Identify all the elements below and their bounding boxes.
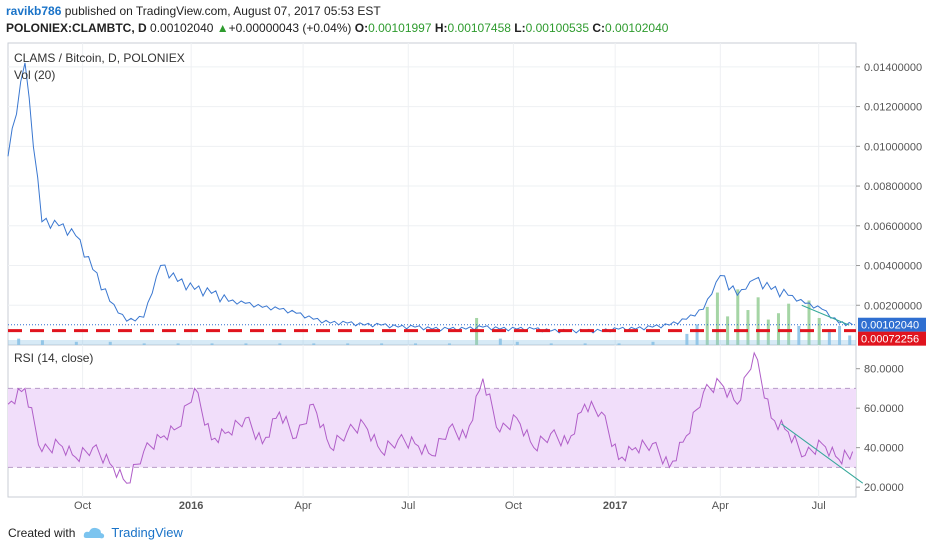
volume-bar xyxy=(176,343,180,345)
price-tick-label: 0.00200000 xyxy=(864,300,922,312)
time-tick-label: Oct xyxy=(505,500,522,512)
price-trend-line xyxy=(801,304,850,326)
volume-bar xyxy=(797,325,801,345)
volume-bar xyxy=(726,316,730,345)
volume-bar xyxy=(756,297,760,345)
footer: Created with TradingView xyxy=(8,525,183,540)
volume-bar xyxy=(414,343,418,345)
price-tick-label: 0.00600000 xyxy=(864,221,922,233)
time-tick-label: 2016 xyxy=(179,500,203,512)
volume-bar xyxy=(17,338,21,345)
price-line xyxy=(7,62,853,334)
volume-bar xyxy=(549,343,553,345)
price-tick-label: 0.00800000 xyxy=(864,181,922,193)
support-label-text: 0.00072256 xyxy=(861,334,919,346)
volume-bar xyxy=(515,341,519,345)
rsi-tick-label: 40.0000 xyxy=(864,443,904,455)
tradingview-cloud-icon xyxy=(84,527,105,538)
volume-bar xyxy=(583,343,587,345)
volume-bar xyxy=(108,341,112,345)
volume-bar xyxy=(685,333,689,345)
rsi-trend-line xyxy=(781,423,864,484)
volume-baseline xyxy=(8,340,856,345)
close-value: 0.00102040 xyxy=(605,21,669,35)
volume-bar xyxy=(498,338,502,345)
volume-bar xyxy=(651,341,655,345)
volume-bar xyxy=(705,306,709,345)
time-tick-label: Apr xyxy=(295,500,312,512)
volume-bar xyxy=(848,335,852,345)
rsi-band xyxy=(8,388,856,468)
volume-bar xyxy=(617,343,621,345)
created-with-text: Created with xyxy=(8,525,76,540)
open-label: O: xyxy=(354,21,369,35)
time-axis-ticks: Oct 2016 Apr Jul Oct 2017 Apr Jul xyxy=(74,500,826,512)
volume-bar xyxy=(447,343,451,345)
symbol-label: POLONIEX:CLAMBTC, D xyxy=(6,21,147,35)
volume-bar xyxy=(346,343,350,345)
price-tick-label: 0.00400000 xyxy=(864,261,922,273)
publish-info: ravikb786 published on TradingView.com, … xyxy=(6,4,381,18)
symbol-info-bar: POLONIEX:CLAMBTC, D 0.00102040 ▲+0.00000… xyxy=(6,21,668,35)
time-tick-label: 2017 xyxy=(603,500,627,512)
author-link[interactable]: ravikb786 xyxy=(6,4,62,18)
rsi-line xyxy=(7,351,854,484)
high-label: H: xyxy=(434,21,448,35)
low-value: 0.00100535 xyxy=(525,21,590,35)
close-label: C: xyxy=(592,21,606,35)
open-value: 0.00101997 xyxy=(368,21,432,35)
volume-bar xyxy=(74,341,78,345)
volume-bar xyxy=(817,317,821,345)
time-tick-label: Jul xyxy=(812,500,826,512)
volume-bar xyxy=(244,343,248,345)
last-price-label: 0.00102040 xyxy=(858,317,926,332)
rsi-title: RSI (14, close) xyxy=(14,351,93,365)
price-grid xyxy=(8,43,856,345)
volume-bar xyxy=(807,300,811,345)
rsi-tick-label: 60.0000 xyxy=(864,403,904,415)
volume-bar xyxy=(736,289,740,345)
volume-bar xyxy=(715,292,719,345)
price-tick-label: 0.01200000 xyxy=(864,102,922,114)
published-text: published on TradingView.com, August 07,… xyxy=(64,4,381,18)
support-price-label: 0.00072256 xyxy=(858,331,926,346)
rsi-band-group xyxy=(8,387,856,468)
volume-bar xyxy=(827,329,831,345)
price-value: 0.00102040 xyxy=(150,21,214,35)
time-tick-label: Oct xyxy=(74,500,91,512)
volume-bar xyxy=(380,343,384,345)
volume-label: Vol (20) xyxy=(14,68,55,82)
last-price-label-bg xyxy=(858,317,926,332)
volume-bar xyxy=(695,324,699,345)
price-tick-label: 0.01400000 xyxy=(864,62,922,74)
volume-bar xyxy=(278,343,282,345)
time-tick-label: Apr xyxy=(712,500,729,512)
price-pane[interactable] xyxy=(7,42,857,346)
rsi-tick-label: 20.0000 xyxy=(864,482,904,494)
volume-bar xyxy=(766,319,770,345)
last-price-label-text: 0.00102040 xyxy=(861,320,919,332)
volume-bar xyxy=(142,343,146,345)
price-axis-ticks: 0.01400000 0.01200000 0.01000000 0.00800000… xyxy=(856,62,922,312)
support-label-bg xyxy=(858,331,926,346)
volume-bar xyxy=(312,343,316,345)
volume-bar xyxy=(210,343,214,345)
low-label: L: xyxy=(514,21,526,35)
price-tick-label: 0.01000000 xyxy=(864,141,922,153)
price-chart-title: CLAMS / Bitcoin, D, POLONIEX xyxy=(14,51,185,65)
time-tick-label: Jul xyxy=(401,500,415,512)
rsi-tick-label: 80.0000 xyxy=(864,364,904,376)
volume-bar xyxy=(40,340,44,345)
change-value: +0.00000043 (+0.04%) xyxy=(228,21,352,35)
volume-bar xyxy=(746,310,750,345)
high-value: 0.00107458 xyxy=(447,21,511,35)
up-arrow-icon: ▲ xyxy=(216,21,229,35)
volume-bar xyxy=(838,325,842,345)
tradingview-brand-link[interactable]: TradingView xyxy=(111,525,183,540)
volume-bar xyxy=(776,313,780,345)
rsi-axis-ticks: 80.0000 60.0000 40.0000 20.0000 xyxy=(856,364,904,494)
